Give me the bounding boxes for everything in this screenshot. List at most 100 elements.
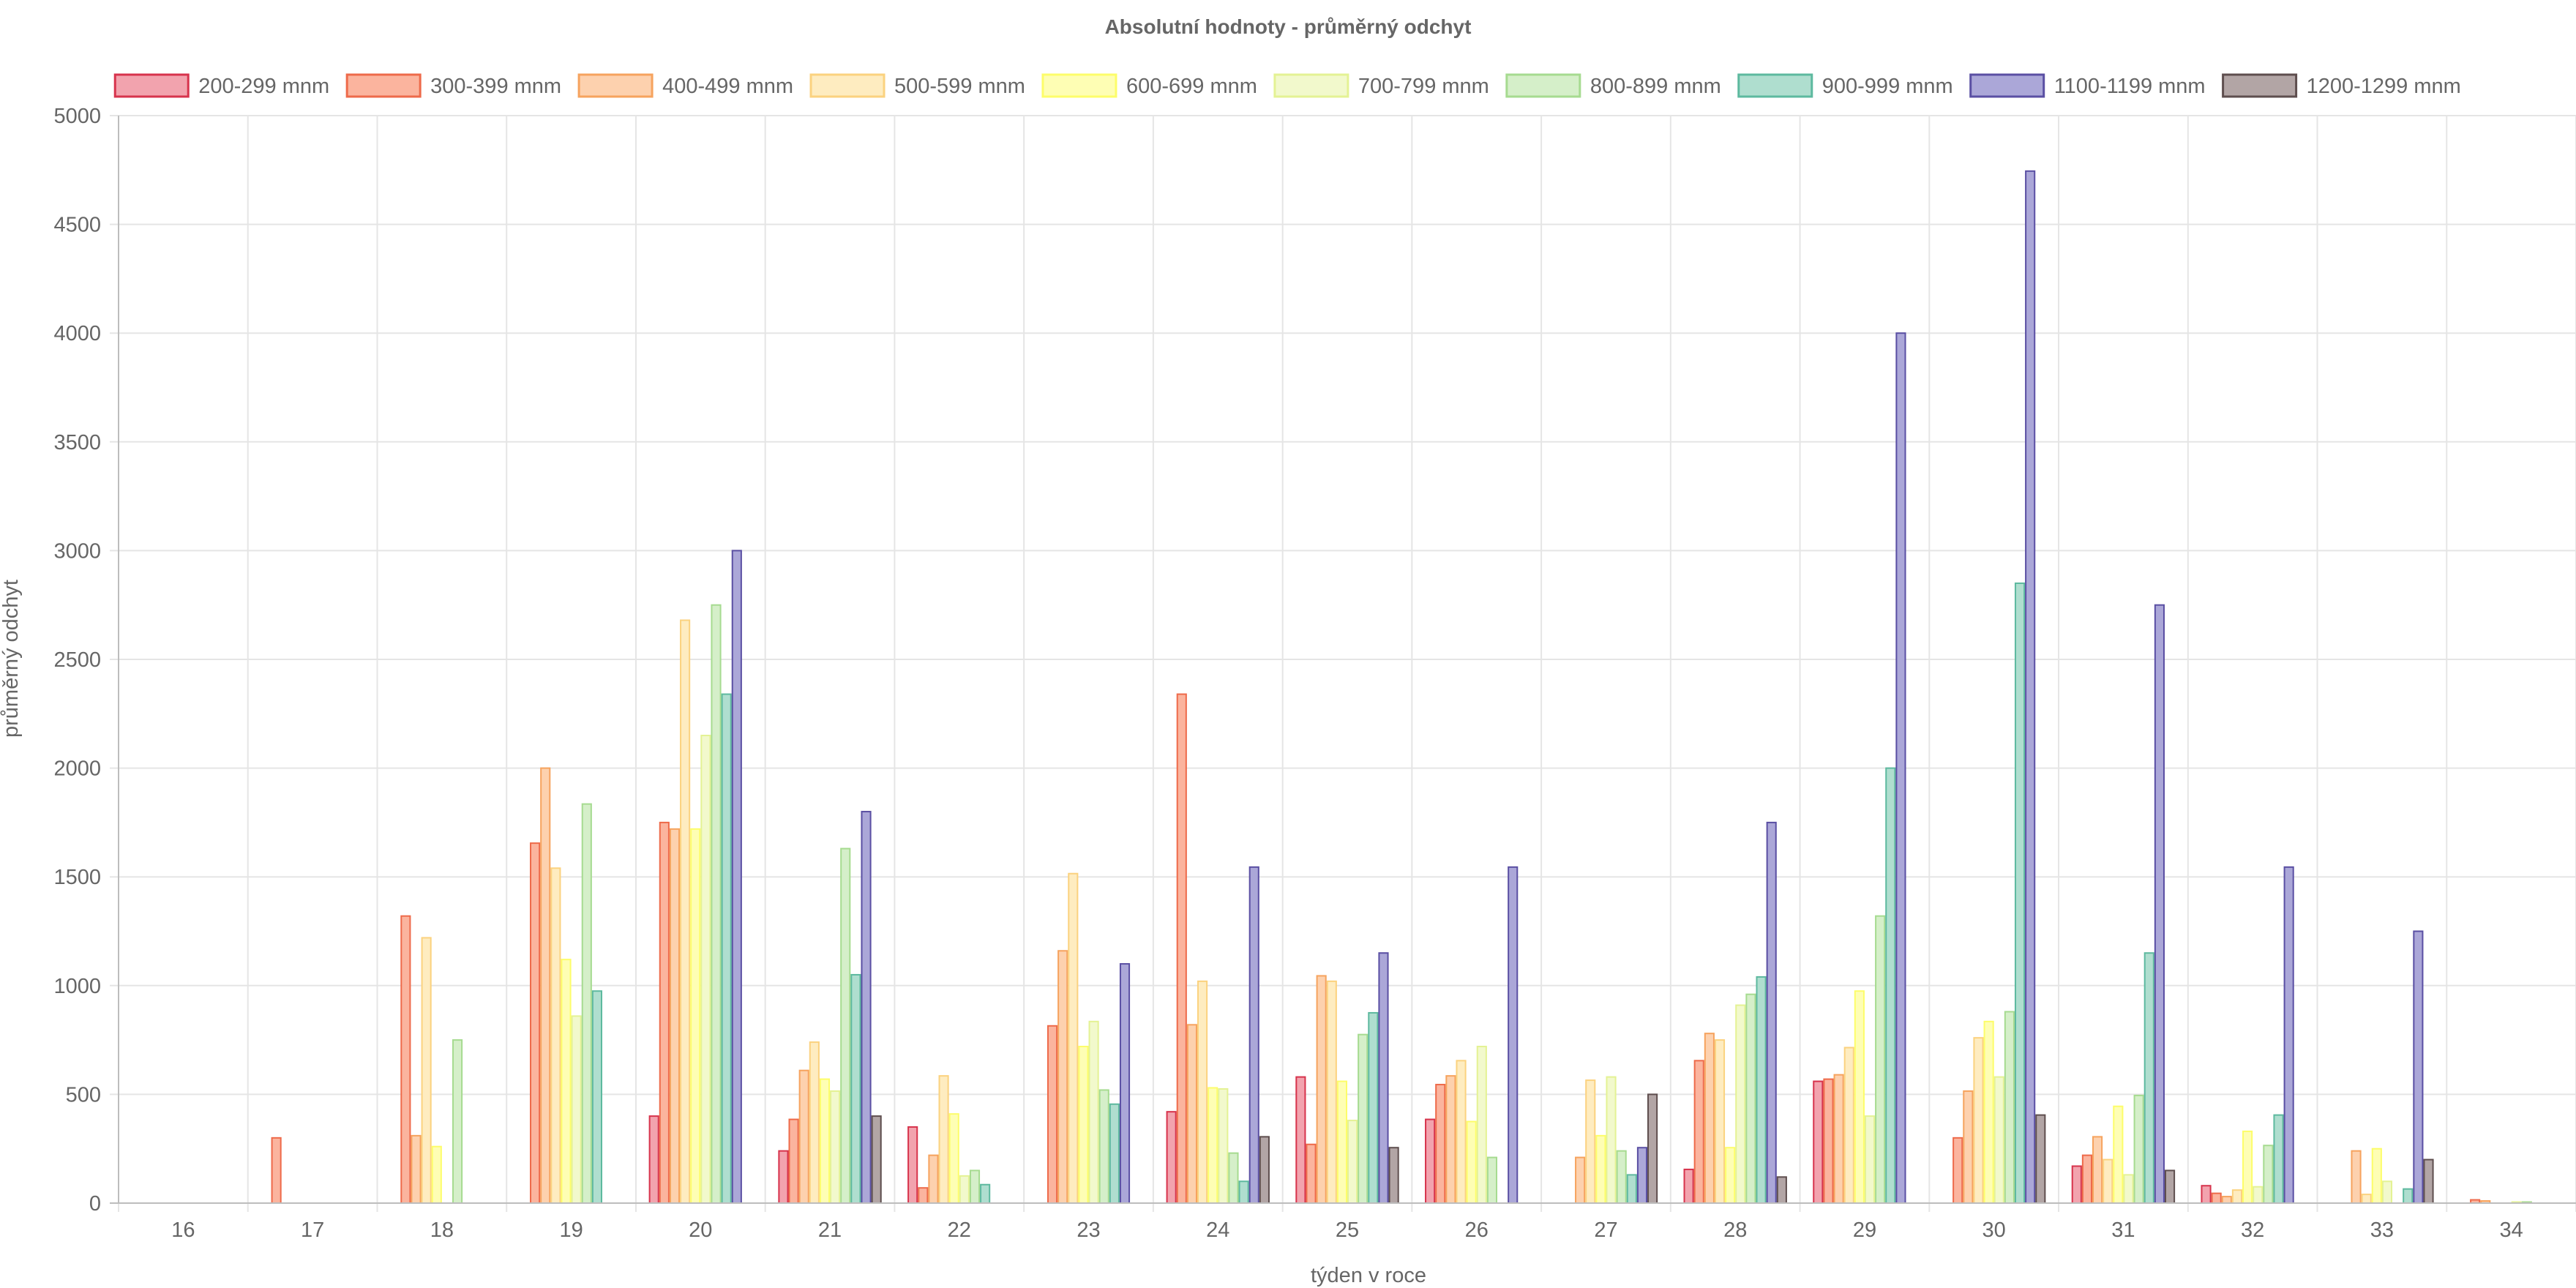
bar[interactable] bbox=[2423, 1158, 2434, 1205]
bar[interactable] bbox=[400, 915, 411, 1205]
bar[interactable] bbox=[1813, 1080, 1824, 1204]
bar[interactable] bbox=[798, 1069, 809, 1205]
bar[interactable] bbox=[1347, 1120, 1358, 1204]
bar[interactable] bbox=[591, 990, 602, 1204]
bar[interactable] bbox=[969, 1169, 981, 1205]
bar[interactable] bbox=[2242, 1130, 2253, 1204]
legend-item[interactable]: 900-999 mnm bbox=[1737, 73, 1953, 98]
bar[interactable] bbox=[1176, 693, 1187, 1204]
bar[interactable] bbox=[1316, 975, 1327, 1205]
bar[interactable] bbox=[571, 1015, 582, 1204]
bar[interactable] bbox=[1486, 1156, 1498, 1205]
bar[interactable] bbox=[1647, 1093, 1658, 1205]
bar[interactable] bbox=[1973, 1037, 1984, 1205]
bar[interactable] bbox=[2253, 1186, 2264, 1204]
bar[interactable] bbox=[840, 847, 851, 1204]
bar[interactable] bbox=[1368, 1011, 1379, 1204]
legend-item[interactable]: 500-599 mnm bbox=[809, 73, 1025, 98]
legend-item[interactable]: 600-699 mnm bbox=[1041, 73, 1257, 98]
bar[interactable] bbox=[1336, 1080, 1348, 1204]
bar[interactable] bbox=[2403, 1188, 2414, 1205]
bar[interactable] bbox=[1833, 1074, 1844, 1204]
bar[interactable] bbox=[1088, 1020, 1099, 1205]
bar[interactable] bbox=[1952, 1137, 1963, 1204]
bar[interactable] bbox=[907, 1126, 918, 1204]
bar[interactable] bbox=[561, 959, 572, 1204]
legend-item[interactable]: 400-499 mnm bbox=[577, 73, 793, 98]
bar[interactable] bbox=[1766, 821, 1777, 1204]
bar[interactable] bbox=[1714, 1039, 1726, 1204]
bar[interactable] bbox=[2154, 604, 2165, 1204]
bar[interactable] bbox=[2004, 1011, 2015, 1204]
bar[interactable] bbox=[550, 867, 561, 1204]
bar[interactable] bbox=[530, 842, 541, 1205]
bar[interactable] bbox=[2351, 1150, 2362, 1204]
bar[interactable] bbox=[700, 735, 711, 1204]
bar[interactable] bbox=[2103, 1158, 2113, 1205]
bar[interactable] bbox=[1508, 866, 1519, 1205]
bar[interactable] bbox=[1098, 1089, 1109, 1205]
bar[interactable] bbox=[1636, 1147, 1648, 1204]
bar[interactable] bbox=[2035, 1114, 2046, 1205]
bar[interactable] bbox=[2092, 1136, 2103, 1204]
bar[interactable] bbox=[1704, 1033, 1715, 1204]
bar[interactable] bbox=[1745, 993, 1756, 1204]
bar[interactable] bbox=[1466, 1120, 1477, 1205]
bar[interactable] bbox=[871, 1115, 882, 1204]
bar[interactable] bbox=[1735, 1004, 1746, 1204]
bar[interactable] bbox=[1575, 1156, 1586, 1205]
bar[interactable] bbox=[2014, 582, 2026, 1204]
bar[interactable] bbox=[1756, 976, 1767, 1204]
bar[interactable] bbox=[980, 1183, 991, 1205]
bar[interactable] bbox=[1109, 1103, 1120, 1205]
bar[interactable] bbox=[928, 1154, 939, 1204]
bar[interactable] bbox=[2211, 1192, 2222, 1204]
legend-item[interactable]: 300-399 mnm bbox=[345, 73, 561, 98]
bar[interactable] bbox=[1585, 1079, 1596, 1205]
bar[interactable] bbox=[918, 1187, 929, 1205]
bar[interactable] bbox=[1295, 1076, 1306, 1205]
bar[interactable] bbox=[690, 828, 701, 1205]
bar[interactable] bbox=[1306, 1143, 1317, 1204]
bar[interactable] bbox=[680, 619, 691, 1204]
bar[interactable] bbox=[1823, 1078, 1834, 1204]
bar[interactable] bbox=[1057, 950, 1068, 1205]
bar[interactable] bbox=[452, 1039, 463, 1204]
bar[interactable] bbox=[1425, 1118, 1436, 1204]
bar[interactable] bbox=[1378, 952, 1389, 1204]
bar[interactable] bbox=[788, 1118, 799, 1204]
legend-item[interactable]: 1100-1199 mnm bbox=[1969, 73, 2206, 98]
bar[interactable] bbox=[2361, 1194, 2372, 1205]
bar[interactable] bbox=[1864, 1115, 1876, 1204]
bar[interactable] bbox=[1626, 1174, 1637, 1205]
bar[interactable] bbox=[1068, 872, 1079, 1204]
bar[interactable] bbox=[778, 1150, 789, 1204]
bar[interactable] bbox=[2413, 930, 2424, 1204]
bar[interactable] bbox=[1606, 1076, 1617, 1205]
bar[interactable] bbox=[2164, 1169, 2176, 1205]
bar[interactable] bbox=[711, 604, 722, 1204]
bar[interactable] bbox=[2133, 1094, 2144, 1204]
bar[interactable] bbox=[948, 1113, 959, 1204]
bar[interactable] bbox=[1854, 990, 1865, 1204]
bar[interactable] bbox=[1963, 1090, 1974, 1205]
bar[interactable] bbox=[1197, 980, 1208, 1204]
bar[interactable] bbox=[2123, 1174, 2134, 1205]
bar[interactable] bbox=[431, 1145, 442, 1205]
bar[interactable] bbox=[1843, 1046, 1854, 1204]
bar[interactable] bbox=[731, 550, 742, 1204]
bar[interactable] bbox=[1983, 1020, 1994, 1205]
bar[interactable] bbox=[2071, 1165, 2082, 1204]
bar[interactable] bbox=[2025, 170, 2036, 1204]
bar[interactable] bbox=[850, 973, 861, 1204]
bar[interactable] bbox=[1326, 980, 1337, 1204]
bar[interactable] bbox=[819, 1078, 831, 1204]
bar[interactable] bbox=[2231, 1189, 2243, 1204]
bar[interactable] bbox=[1476, 1046, 1487, 1204]
bar[interactable] bbox=[1166, 1111, 1177, 1205]
bar[interactable] bbox=[2081, 1154, 2093, 1204]
bar[interactable] bbox=[1445, 1075, 1456, 1204]
bar[interactable] bbox=[659, 821, 670, 1204]
bar[interactable] bbox=[669, 828, 681, 1205]
bar[interactable] bbox=[1208, 1087, 1218, 1205]
